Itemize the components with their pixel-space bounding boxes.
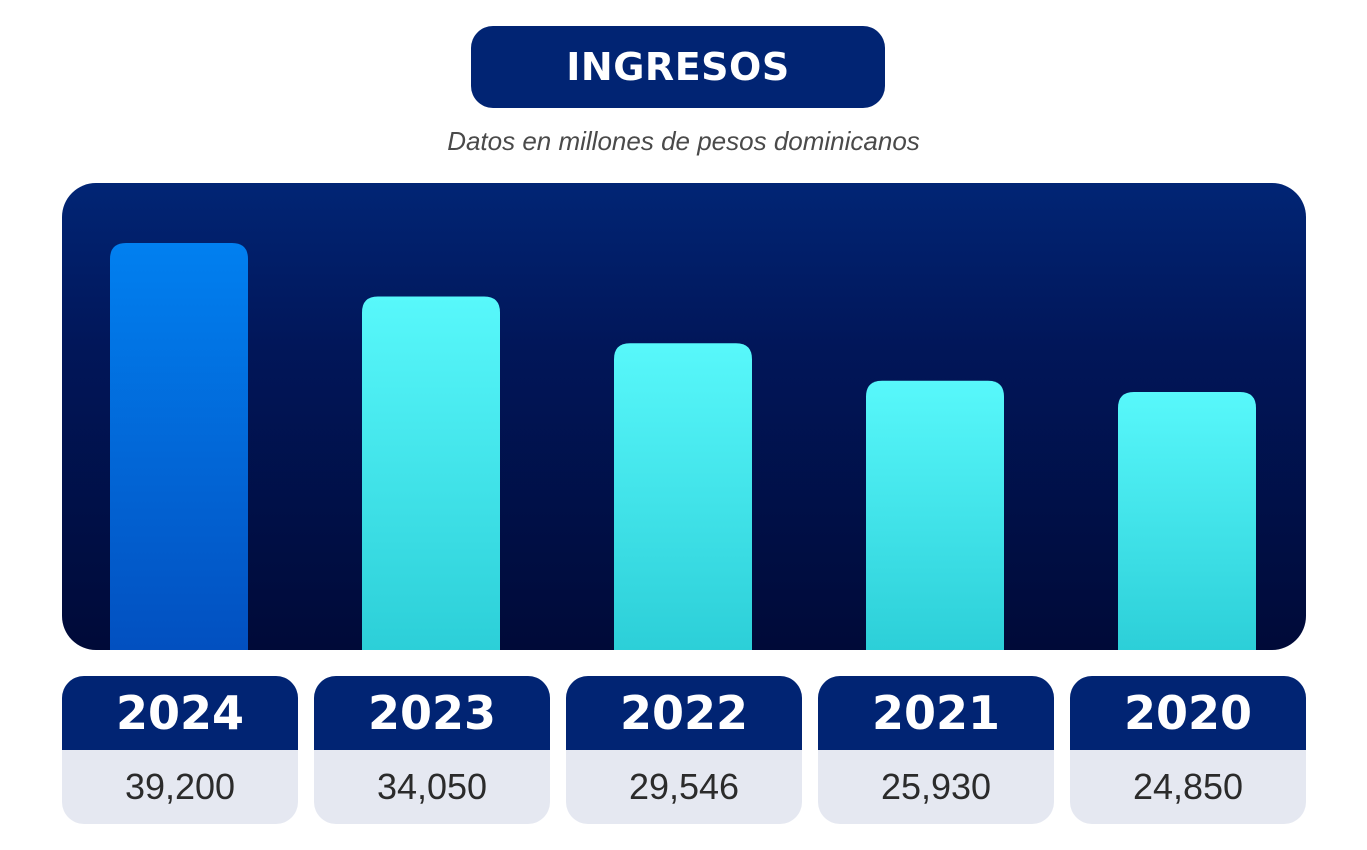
year-card: 2023 34,050 bbox=[314, 676, 550, 824]
chart-title: INGRESOS bbox=[566, 45, 790, 89]
category-label: 2022 bbox=[566, 676, 802, 750]
category-label: 2024 bbox=[62, 676, 298, 750]
value-label: 25,930 bbox=[880, 766, 992, 807]
bar-2021 bbox=[866, 380, 1004, 650]
category-label: 2023 bbox=[314, 676, 550, 750]
chart-subtitle: Datos en millones de pesos dominicanos bbox=[447, 126, 920, 156]
year-card: 2020 24,850 bbox=[1070, 676, 1306, 824]
bars-group bbox=[110, 243, 1256, 650]
year-card: 2021 25,930 bbox=[818, 676, 1054, 824]
title-badge: INGRESOS bbox=[471, 26, 885, 108]
bar-2022 bbox=[614, 343, 752, 650]
plot-area bbox=[62, 183, 1306, 650]
bar-2020 bbox=[1118, 391, 1256, 650]
bar-2024 bbox=[110, 243, 248, 650]
value-label: 39,200 bbox=[124, 766, 236, 807]
value-label: 34,050 bbox=[376, 766, 488, 807]
value-label: 29,546 bbox=[628, 766, 740, 807]
bar-2023 bbox=[362, 296, 500, 650]
value-label: 24,850 bbox=[1132, 766, 1244, 807]
category-label: 2021 bbox=[818, 676, 1054, 750]
category-label: 2020 bbox=[1070, 676, 1306, 750]
year-card: 2024 39,200 bbox=[62, 676, 298, 824]
year-cards: 2024 39,200 2023 34,050 2022 29,546 2021 25,930… bbox=[0, 676, 1367, 824]
bars-svg bbox=[110, 243, 1256, 650]
year-card: 2022 29,546 bbox=[566, 676, 802, 824]
